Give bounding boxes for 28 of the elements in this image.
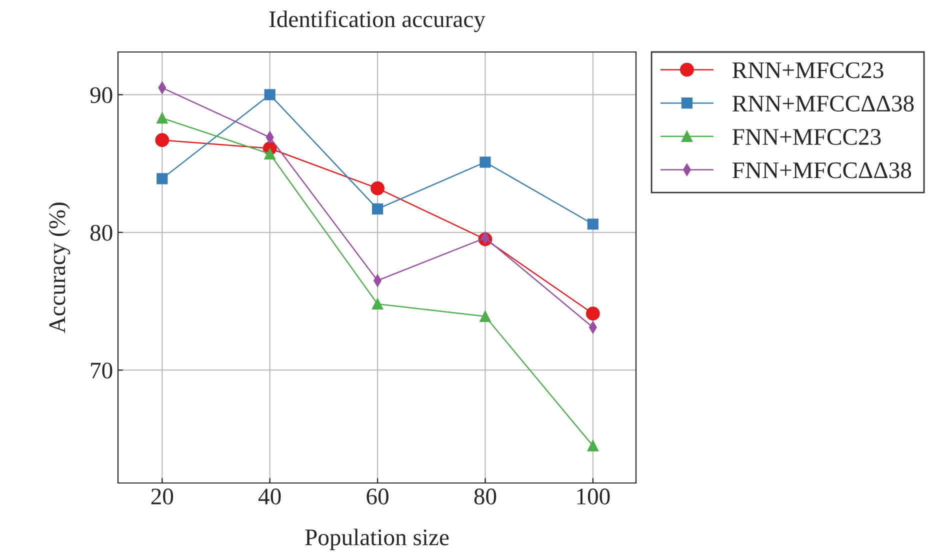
point [587, 440, 598, 452]
x-tick-label: 100 [577, 488, 610, 504]
x-tick-label: 40 [258, 488, 281, 504]
x-tick-label: 20 [151, 488, 174, 504]
point [586, 306, 600, 321]
point [480, 310, 491, 322]
point [264, 148, 276, 160]
x-axis-title: Population size [305, 528, 449, 550]
chart-title: Identification accuracy [269, 10, 486, 32]
point [370, 181, 384, 196]
point [264, 89, 276, 100]
point [372, 203, 384, 215]
point [155, 133, 170, 148]
y-tick-label: 90 [90, 87, 112, 104]
point [372, 298, 384, 310]
point [480, 156, 491, 168]
x-tick-label: 60 [366, 488, 388, 504]
y-tick-label: 80 [90, 224, 112, 241]
point [156, 173, 168, 184]
legend-label: RNN+MFCC23 [732, 62, 884, 78]
y-axis-title: Accuracy (%) [48, 202, 70, 334]
legend-label: FNN+MFCCΔΔ38 [732, 162, 912, 178]
point [587, 218, 598, 230]
point [156, 112, 168, 124]
x-tick-label: 80 [474, 488, 496, 504]
legend-label: FNN+MFCC23 [732, 129, 881, 145]
y-tick-label: 70 [91, 362, 112, 379]
legend-label: RNN+MFCCΔΔ38 [732, 96, 914, 112]
